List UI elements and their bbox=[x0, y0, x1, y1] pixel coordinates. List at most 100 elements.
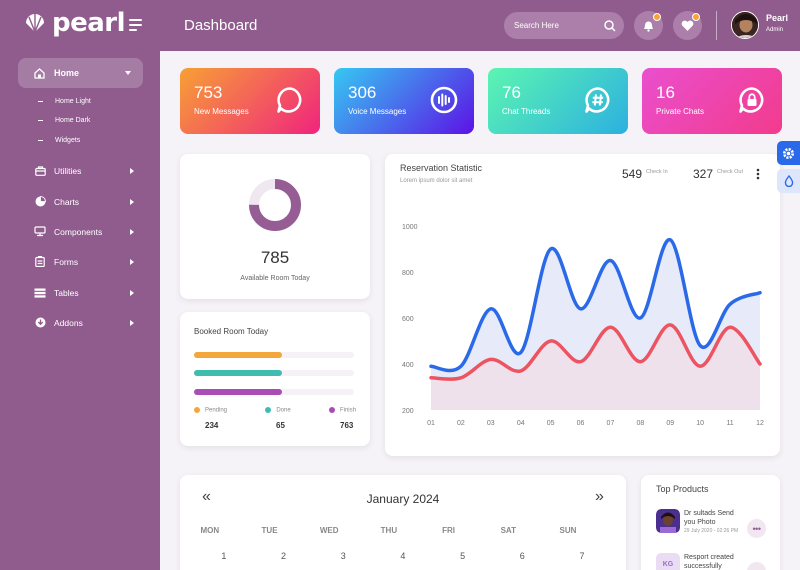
check-out-stat: 327 Check Out bbox=[693, 167, 743, 181]
calendar-prev-button[interactable]: « bbox=[202, 488, 211, 505]
x-tick-label: 11 bbox=[726, 420, 733, 427]
available-room-card: 785 Available Room Today bbox=[180, 154, 370, 299]
sidebar-subitem-widgets[interactable]: Widgets bbox=[38, 137, 80, 144]
pending-value: 234 bbox=[205, 421, 219, 430]
favorites-button[interactable] bbox=[673, 11, 702, 40]
calendar-date[interactable]: 1 bbox=[221, 551, 227, 561]
chevron-right-icon bbox=[130, 228, 134, 235]
stat-card-new-messages[interactable]: 753 New Messages bbox=[180, 68, 320, 134]
weekday-label: SUN bbox=[559, 526, 577, 535]
calendar-dates-row: 1 2 3 4 5 6 7 bbox=[194, 551, 613, 561]
calendar-date[interactable]: 6 bbox=[519, 551, 525, 561]
product-more-button[interactable]: ••• bbox=[747, 562, 766, 570]
y-tick-label: 800 bbox=[402, 270, 414, 277]
calendar-date[interactable]: 5 bbox=[460, 551, 466, 561]
settings-tab[interactable] bbox=[777, 141, 800, 165]
check-in-label: Check In bbox=[646, 169, 668, 175]
shell-icon bbox=[26, 14, 44, 33]
product-more-button[interactable]: ••• bbox=[747, 519, 766, 538]
download-icon bbox=[34, 317, 46, 328]
x-tick-label: 07 bbox=[607, 420, 615, 427]
calendar-date[interactable]: 4 bbox=[400, 551, 406, 561]
sidebar-item-tables[interactable]: Tables bbox=[34, 287, 134, 298]
booked-bar-pending bbox=[194, 352, 354, 358]
sidebar-item-label: Utilities bbox=[54, 165, 82, 176]
chevron-down-icon bbox=[125, 71, 131, 75]
sidebar-item-utilities[interactable]: Utilities bbox=[34, 165, 134, 176]
legend-pending: Pending bbox=[194, 407, 227, 414]
notification-badge bbox=[653, 13, 661, 21]
x-tick-label: 10 bbox=[696, 420, 704, 427]
product-item[interactable]: KG Resport created successfully bbox=[656, 553, 742, 570]
stat-card-private-chats[interactable]: 16 Private Chats bbox=[642, 68, 782, 134]
booked-bar-finish bbox=[194, 389, 354, 395]
weekday-label: SAT bbox=[500, 526, 516, 535]
sidebar-item-forms[interactable]: Forms bbox=[34, 256, 134, 267]
header-divider bbox=[716, 11, 717, 40]
briefcase-icon bbox=[34, 165, 46, 176]
reservation-title: Reservation Statistic bbox=[400, 163, 483, 173]
check-in-value: 549 bbox=[622, 167, 643, 181]
weekday-label: MON bbox=[200, 526, 220, 535]
calendar-date[interactable]: 2 bbox=[281, 551, 287, 561]
stat-label: New Messages bbox=[194, 107, 249, 116]
chevron-right-icon bbox=[130, 198, 134, 205]
sidebar-item-label: Tables bbox=[54, 287, 79, 298]
stat-card-voice-messages[interactable]: 306 Voice Messages bbox=[334, 68, 474, 134]
sidebar-item-label: Forms bbox=[54, 256, 79, 267]
bell-icon bbox=[644, 21, 653, 32]
reservation-card: Reservation Statistic Lorem ipsum dolor … bbox=[385, 154, 780, 456]
booked-bar-done bbox=[194, 370, 354, 376]
sidebar-item-components[interactable]: Components bbox=[34, 226, 134, 237]
product-item-time: 29 July 2020 - 02:26 PM bbox=[684, 528, 739, 534]
user-name: Pearl bbox=[766, 13, 789, 23]
brand-logo[interactable]: pearl bbox=[24, 8, 126, 38]
menu-toggle-icon[interactable] bbox=[129, 19, 142, 34]
product-initials: KG bbox=[656, 553, 680, 570]
product-item[interactable]: Dr sultads Send you Photo 29 July 2020 -… bbox=[656, 509, 742, 534]
booked-title: Booked Room Today bbox=[194, 327, 269, 336]
layers-icon bbox=[34, 226, 46, 237]
booked-room-card: Booked Room Today Pending Done Finish 23… bbox=[180, 312, 370, 446]
sidebar-item-label: Charts bbox=[54, 196, 80, 207]
sidebar-item-charts[interactable]: Charts bbox=[34, 196, 134, 207]
hashtag-icon bbox=[585, 87, 610, 113]
done-value: 65 bbox=[276, 421, 285, 430]
sidebar-item-addons[interactable]: Addons bbox=[34, 317, 134, 328]
x-tick-label: 06 bbox=[577, 420, 585, 427]
gear-icon bbox=[783, 147, 794, 159]
sidebar bbox=[0, 51, 160, 570]
chevron-right-icon bbox=[130, 319, 134, 326]
chevron-right-icon bbox=[130, 167, 134, 174]
calendar-next-button[interactable]: » bbox=[595, 488, 604, 505]
room-count: 785 bbox=[260, 248, 290, 267]
drop-icon bbox=[784, 175, 793, 187]
product-item-title: Dr sultads Send you Photo bbox=[684, 510, 734, 526]
stat-value: 306 bbox=[348, 83, 377, 102]
stat-card-chat-threads[interactable]: 76 Chat Threads bbox=[488, 68, 628, 134]
reservation-subtitle: Lorem ipsum dolor sit amet bbox=[400, 178, 473, 184]
chevron-right-icon bbox=[130, 289, 134, 296]
sidebar-item-home[interactable]: Home bbox=[18, 58, 143, 88]
search-box[interactable] bbox=[504, 12, 624, 39]
avatar[interactable] bbox=[731, 11, 759, 39]
sidebar-item-label: Addons bbox=[54, 317, 83, 328]
reservation-chart: 1000 800 600 400 200 01 02 03 04 05 06 07 08 09 10 11 12 bbox=[402, 224, 764, 427]
form-icon bbox=[34, 256, 46, 267]
x-tick-label: 08 bbox=[636, 420, 644, 427]
y-tick-label: 600 bbox=[402, 316, 414, 323]
sidebar-subitem-home-dark[interactable]: Home Dark bbox=[38, 117, 90, 124]
stat-label: Chat Threads bbox=[502, 107, 551, 116]
stat-label: Voice Messages bbox=[348, 107, 407, 116]
series-1-area bbox=[431, 324, 760, 410]
calendar-date[interactable]: 3 bbox=[340, 551, 346, 561]
theme-tab[interactable] bbox=[777, 169, 800, 193]
search-input[interactable] bbox=[514, 21, 596, 30]
search-icon[interactable] bbox=[604, 19, 616, 32]
more-vertical-icon[interactable] bbox=[756, 168, 760, 180]
sidebar-item-label: Home bbox=[54, 68, 80, 78]
calendar-date[interactable]: 7 bbox=[579, 551, 585, 561]
sidebar-subitem-home-light[interactable]: Home Light bbox=[38, 98, 91, 105]
stat-value: 76 bbox=[502, 83, 521, 102]
notification-button[interactable] bbox=[634, 11, 663, 40]
